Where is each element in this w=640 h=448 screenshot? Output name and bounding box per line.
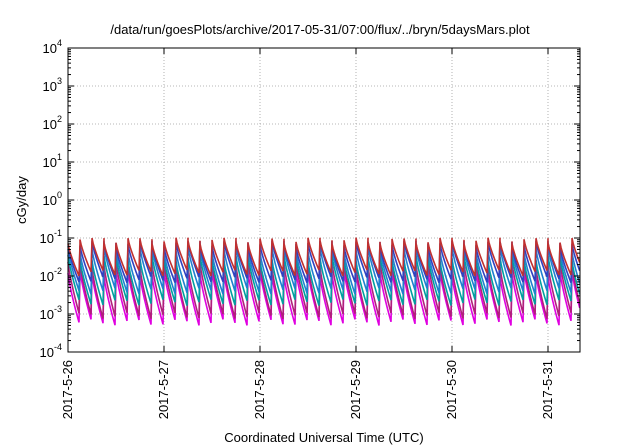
- y-tick-label: 10-3: [40, 304, 62, 322]
- y-tick-base: 10: [43, 193, 57, 208]
- series-line: [67, 237, 581, 277]
- y-tick-exponent: -3: [54, 304, 62, 314]
- y-tick-base: 10: [40, 231, 54, 246]
- y-tick-base: 10: [40, 307, 54, 322]
- y-tick-base: 10: [40, 269, 54, 284]
- x-tick-label: 2017-5-29: [348, 360, 363, 419]
- x-tick-label: 2017-5-31: [540, 360, 555, 419]
- y-tick-base: 10: [40, 345, 54, 360]
- x-tick-label: 2017-5-27: [156, 360, 171, 419]
- y-tick-label: 10-2: [40, 266, 62, 284]
- series-line: [67, 269, 581, 326]
- y-tick-exponent: 2: [57, 114, 62, 124]
- y-tick-base: 10: [43, 117, 57, 132]
- y-tick-exponent: -1: [54, 228, 62, 238]
- y-tick-exponent: 3: [57, 76, 62, 86]
- series-layer: [67, 237, 581, 326]
- y-tick-exponent: -2: [54, 266, 62, 276]
- y-axis-label: cGy/day: [14, 176, 29, 224]
- y-tick-label: 102: [43, 114, 62, 132]
- y-tick-exponent: -4: [54, 342, 62, 352]
- x-axis-label: Coordinated Universal Time (UTC): [224, 430, 424, 445]
- y-tick-exponent: 4: [57, 38, 62, 48]
- y-tick-base: 10: [43, 155, 57, 170]
- y-tick-exponent: 1: [57, 152, 62, 162]
- series-line: [67, 254, 581, 306]
- y-tick-label: 10-1: [40, 228, 62, 246]
- y-tick-label: 10-4: [40, 342, 62, 360]
- grid-layer: [67, 48, 580, 352]
- series-line: [67, 261, 581, 320]
- series-line: [67, 246, 581, 295]
- chart-title: /data/run/goesPlots/archive/2017-05-31/0…: [110, 22, 530, 37]
- x-tick-label: 2017-5-26: [60, 360, 75, 419]
- y-tick-label: 101: [43, 152, 62, 170]
- y-tick-label: 104: [43, 38, 62, 56]
- y-tick-base: 10: [43, 41, 57, 56]
- x-tick-label: 2017-5-30: [444, 360, 459, 419]
- y-tick-label: 103: [43, 76, 62, 94]
- y-tick-base: 10: [43, 79, 57, 94]
- x-tick-label: 2017-5-28: [252, 360, 267, 419]
- y-tick-label: 100: [43, 190, 62, 208]
- y-tick-exponent: 0: [57, 190, 62, 200]
- tick-layer: 2017-5-26 2017-5-27 2017-5-28 2017-5-29 2017…: [40, 38, 580, 419]
